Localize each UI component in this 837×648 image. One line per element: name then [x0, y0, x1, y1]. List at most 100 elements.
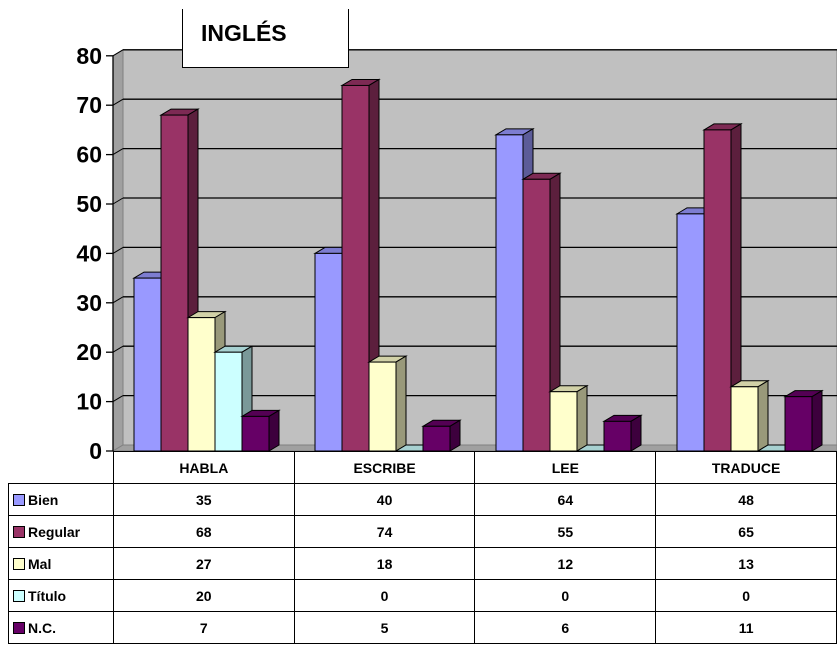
bar	[783, 389, 824, 452]
series-name: Título	[28, 587, 67, 604]
bar-side	[630, 414, 642, 452]
data-label: 18	[293, 547, 476, 580]
bar-front	[368, 361, 397, 452]
category-label: TRADUCE	[655, 451, 837, 484]
table-corner	[9, 452, 114, 484]
series-label: Mal	[8, 547, 114, 580]
data-label: 0	[474, 579, 657, 612]
chart-title-box: INGLÉS	[182, 9, 349, 68]
y-tick-label: 50	[76, 191, 102, 217]
bar-front	[133, 277, 162, 452]
bar-front	[495, 134, 524, 452]
bar	[521, 172, 562, 452]
category-label: ESCRIBE	[293, 451, 476, 484]
bar	[729, 379, 770, 452]
table-row: N.C. 7 5 6 11	[8, 611, 837, 644]
table-row: Bien 35 40 64 48	[8, 483, 837, 516]
bar-side	[268, 409, 280, 452]
bar	[548, 384, 589, 452]
series-label: Título	[8, 579, 114, 612]
gridline-side	[112, 49, 124, 57]
category-label: LEE	[474, 451, 657, 484]
bar	[367, 355, 408, 452]
series-label: Regular	[8, 515, 114, 548]
bar-side	[576, 384, 588, 452]
bar	[421, 419, 462, 452]
series-label: Bien	[8, 483, 114, 516]
data-label: 48	[655, 483, 837, 516]
table-row: Regular 68 74 55 65	[8, 515, 837, 548]
bar	[240, 409, 281, 452]
bar-front	[241, 415, 270, 452]
bar-front	[187, 317, 216, 452]
y-tick-label: 70	[76, 92, 102, 118]
bar-front	[784, 396, 813, 452]
category-label: HABLA	[112, 451, 295, 484]
bar-front	[160, 114, 189, 452]
y-tick-label: 10	[76, 389, 102, 415]
bar-front	[422, 425, 451, 452]
legend-swatch	[13, 621, 25, 634]
data-label: 65	[655, 515, 837, 548]
bar-front	[522, 178, 551, 452]
data-label: 12	[474, 547, 657, 580]
y-tick-label: 20	[76, 339, 102, 365]
y-tick-label: 40	[76, 240, 102, 266]
series-label: N.C.	[8, 611, 114, 644]
data-table: HABLA ESCRIBE LEE TRADUCE Bien 35 40 64 48 Regula…	[8, 451, 837, 644]
data-label: 55	[474, 515, 657, 548]
table-row: Mal 27 18 12 13	[8, 547, 837, 580]
data-label: 6	[474, 611, 657, 644]
chart-title: INGLÉS	[201, 20, 287, 46]
data-label: 20	[112, 579, 295, 612]
gridline-side	[112, 296, 124, 304]
bar-front	[341, 84, 370, 452]
data-label: 68	[112, 515, 295, 548]
bar-front	[703, 129, 732, 452]
gridline-side	[112, 197, 124, 205]
bar-front	[214, 351, 243, 452]
bar-front	[676, 213, 705, 452]
table-header-row: HABLA ESCRIBE LEE TRADUCE	[9, 451, 837, 484]
gridline-side	[112, 98, 124, 106]
data-label: 7	[112, 611, 295, 644]
table-row: Título 20 0 0 0	[8, 579, 837, 612]
bar	[602, 414, 643, 452]
legend-swatch	[13, 525, 25, 538]
data-label: 13	[655, 547, 837, 580]
data-label: 0	[655, 579, 837, 612]
legend-swatch	[13, 557, 25, 570]
series-name: Regular	[28, 523, 81, 540]
data-label: 27	[112, 547, 295, 580]
data-label: 64	[474, 483, 657, 516]
data-label: 74	[293, 515, 476, 548]
legend-swatch	[13, 493, 25, 506]
bars	[132, 78, 824, 452]
bar-side	[811, 389, 823, 452]
bar-front	[603, 420, 632, 452]
data-label: 11	[655, 611, 837, 644]
series-name: N.C.	[28, 619, 56, 636]
bar-front	[314, 252, 343, 452]
y-tick-label: 80	[76, 43, 102, 69]
gridline-side	[112, 246, 124, 254]
data-label: 35	[112, 483, 295, 516]
data-label: 40	[293, 483, 476, 516]
bar-side	[757, 379, 769, 452]
data-label: 5	[293, 611, 476, 644]
bar	[702, 123, 743, 452]
gridline-side	[112, 345, 124, 353]
y-tick-label: 30	[76, 290, 102, 316]
y-tick-label: 60	[76, 142, 102, 168]
series-name: Mal	[28, 555, 52, 572]
bar-side	[449, 419, 461, 452]
gridline-side	[112, 148, 124, 156]
gridline-side	[112, 395, 124, 403]
y-tick-label: 0	[89, 438, 102, 464]
legend-swatch	[13, 589, 25, 602]
bar-side	[395, 355, 407, 452]
data-label: 0	[293, 579, 476, 612]
bar-front	[730, 386, 759, 452]
bar-front	[549, 391, 578, 452]
